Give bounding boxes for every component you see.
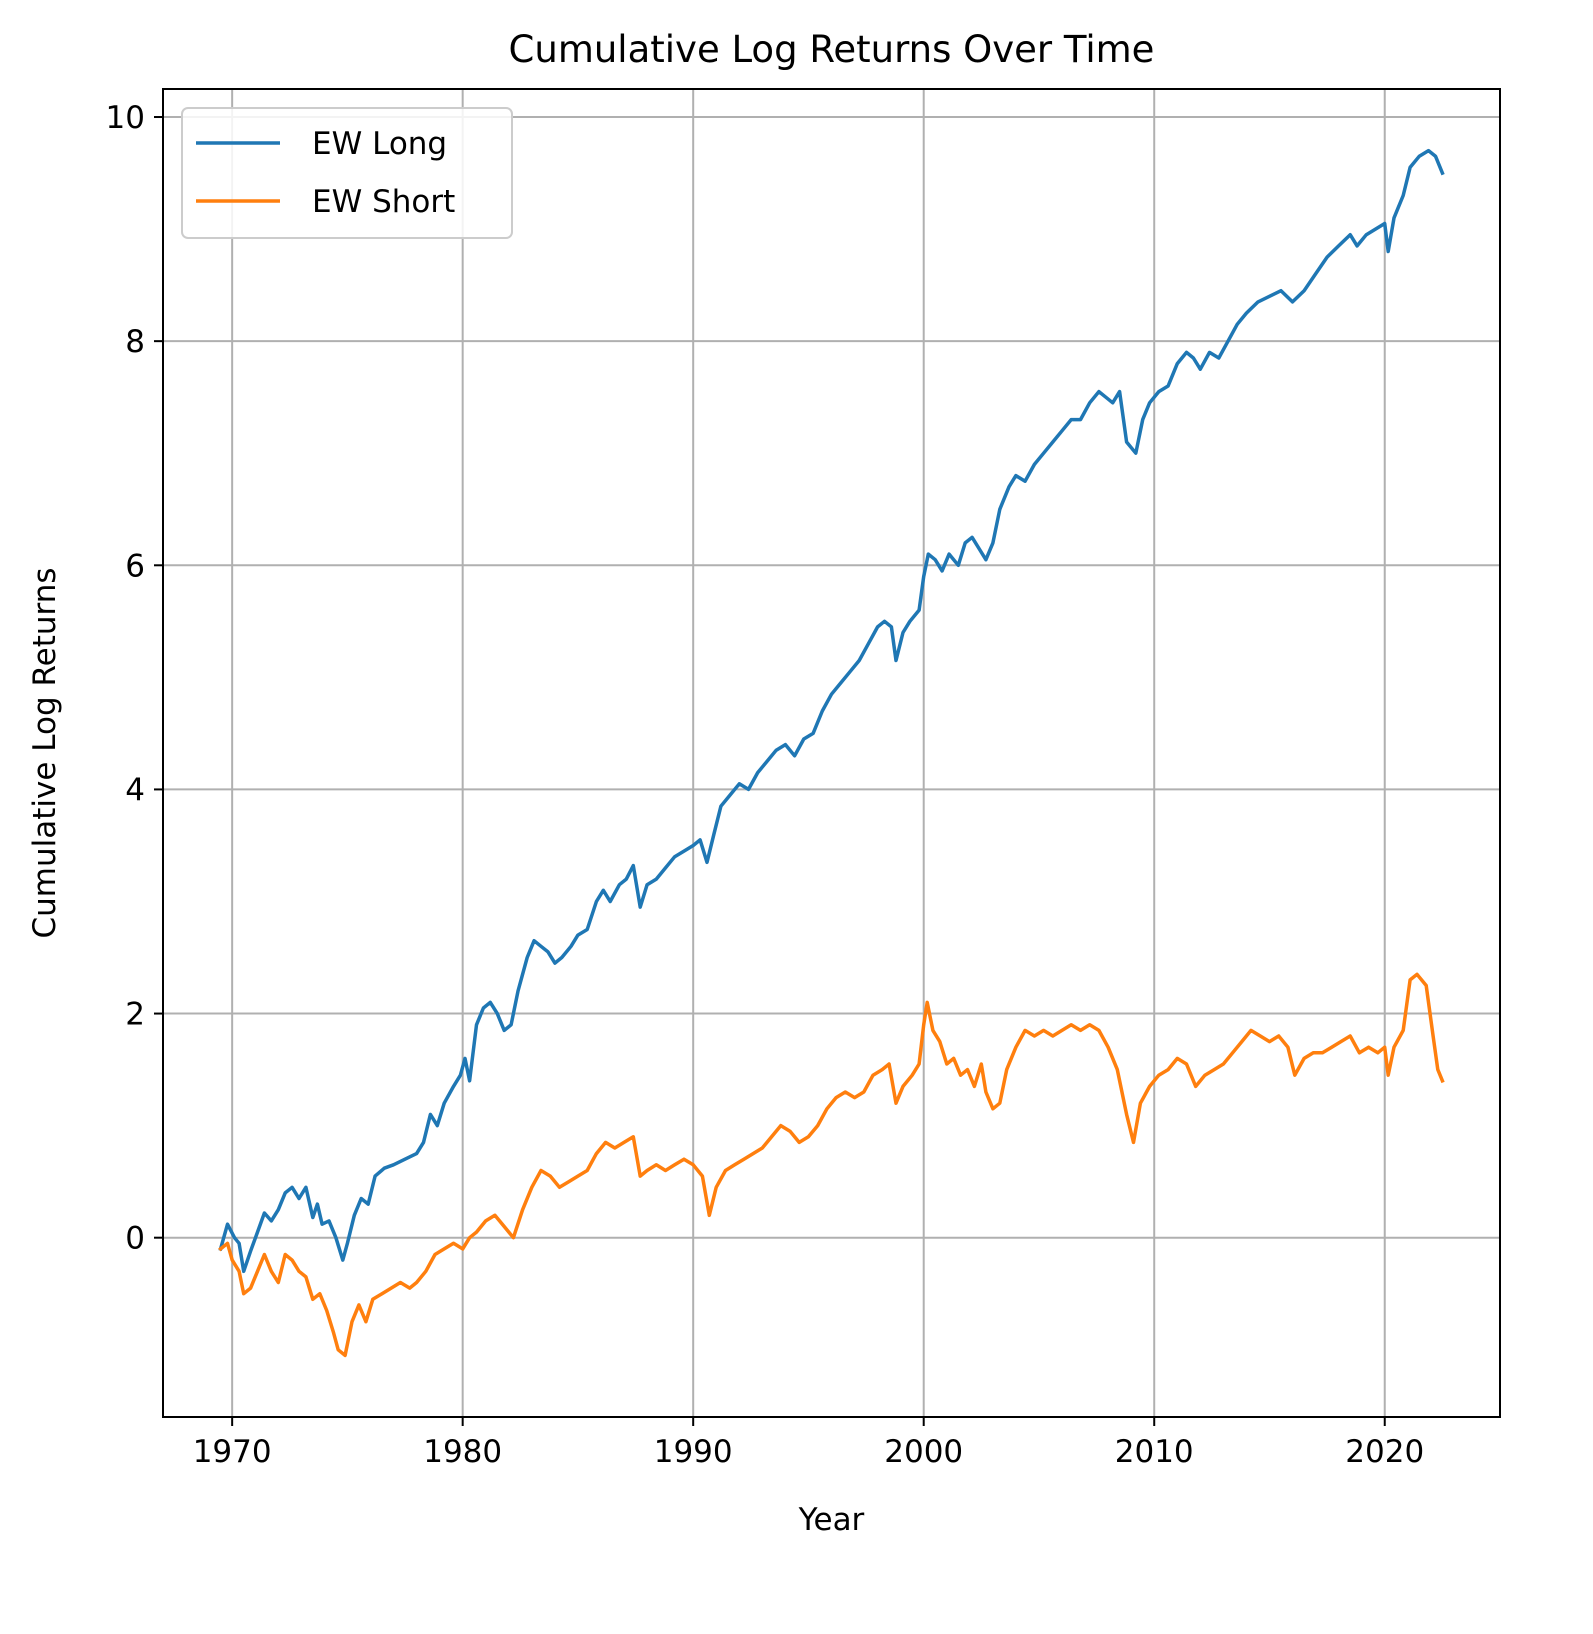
legend-label: EW Short [312,184,455,220]
y-axis: 0 2 4 6 8 10 [106,100,163,1257]
series-line-ew-long [218,148,1445,1274]
chart-title: Cumulative Log Returns Over Time [509,28,1155,71]
y-tick-label: 4 [125,772,145,808]
y-tick-label: 6 [125,548,145,584]
legend-label: EW Long [312,126,447,162]
x-axis-label: Year [798,1502,865,1538]
x-tick-label: 2000 [884,1434,963,1470]
x-axis: 1970 1980 1990 2000 2010 2020 [193,1417,1424,1470]
series-line-ew-short [218,972,1445,1358]
y-tick-label: 8 [125,324,145,360]
x-tick-label: 2020 [1345,1434,1424,1470]
x-tick-label: 1980 [423,1434,502,1470]
y-axis-label: Cumulative Log Returns [27,567,63,938]
y-tick-label: 2 [125,997,145,1033]
x-tick-label: 2010 [1115,1434,1194,1470]
y-tick-label: 0 [125,1221,145,1257]
plot-frame [162,88,1501,1418]
x-tick-label: 1990 [654,1434,733,1470]
series-layer [218,148,1445,1358]
x-tick-label: 1970 [193,1434,272,1470]
legend: EW Long EW Short [181,107,513,239]
legend-box [181,107,513,239]
y-tick-label: 10 [106,100,145,136]
